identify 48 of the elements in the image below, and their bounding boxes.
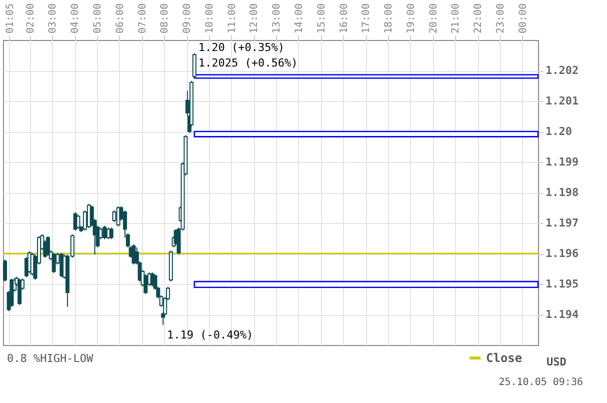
x-tick-label: 03:00 bbox=[48, 3, 59, 34]
text: 0.8 %HIGH-LOW bbox=[7, 352, 94, 365]
x-tick-label: 06:00 bbox=[114, 3, 126, 34]
y-axis-title: USD bbox=[546, 356, 567, 368]
x-tick-label: 19:00 bbox=[406, 3, 417, 34]
x-tick-label: 23:00 bbox=[495, 3, 506, 34]
x-tick-label: 10:00 bbox=[204, 3, 216, 34]
text: 25.10.05 09:36 bbox=[498, 377, 583, 388]
candlestick bbox=[52, 252, 56, 274]
x-tick-label: 16:00 bbox=[338, 3, 350, 34]
annotation: 1.20 (+0.35%) bbox=[198, 41, 284, 54]
y-tick-label: 1.198 bbox=[546, 186, 579, 199]
candlestick bbox=[112, 210, 116, 223]
candlestick bbox=[109, 227, 114, 240]
y-tick-label: 1.194 bbox=[546, 308, 579, 321]
y-tick-label: 1.196 bbox=[546, 247, 579, 260]
y-tick-label: 1.201 bbox=[546, 94, 579, 108]
x-tick-label: 08:00 bbox=[160, 3, 171, 34]
y-tick-label: 1.197 bbox=[546, 216, 579, 230]
x-tick-label: 12:00 bbox=[249, 3, 260, 34]
x-tick-label: 00:00 bbox=[518, 3, 529, 34]
x-tick-label: 21:00 bbox=[450, 3, 462, 34]
y-tick-label: 1.195 bbox=[546, 278, 579, 290]
annotation: 1.19 (-0.49%) bbox=[167, 328, 254, 342]
x-tick-label: 20:00 bbox=[428, 3, 440, 34]
candlestick bbox=[144, 274, 148, 295]
y-tick-label: 1.202 bbox=[546, 64, 579, 77]
candlestick bbox=[3, 259, 8, 282]
x-tick-label: 04:00 bbox=[70, 3, 82, 34]
x-tick-label: 02:00 bbox=[25, 3, 36, 34]
x-tick-label: 07:00 bbox=[137, 3, 148, 34]
x-tick-label: 15:00 bbox=[316, 3, 328, 34]
x-tick-label: 05:00 bbox=[92, 3, 104, 34]
x-tick-label: 09:00 bbox=[182, 3, 194, 34]
candlestick bbox=[102, 225, 107, 240]
x-tick-label: 18:00 bbox=[384, 3, 395, 34]
x-tick-label: 14:00 bbox=[294, 3, 305, 34]
x-tick-label: 17:00 bbox=[361, 3, 372, 34]
candlestick bbox=[46, 236, 50, 256]
candlestick bbox=[76, 214, 80, 230]
y-tick-label: 1.20 bbox=[546, 125, 572, 138]
x-tick-label: 11:00 bbox=[226, 3, 238, 34]
x-tick-label: 22:00 bbox=[473, 3, 484, 34]
annotation: 1.2025 (+0.56%) bbox=[198, 56, 298, 70]
y-tick-label: 1.199 bbox=[546, 156, 579, 168]
legend-label: Close bbox=[486, 351, 522, 365]
x-tick-label: 13:00 bbox=[272, 3, 283, 34]
x-tick-label: 01:05 bbox=[4, 3, 16, 34]
